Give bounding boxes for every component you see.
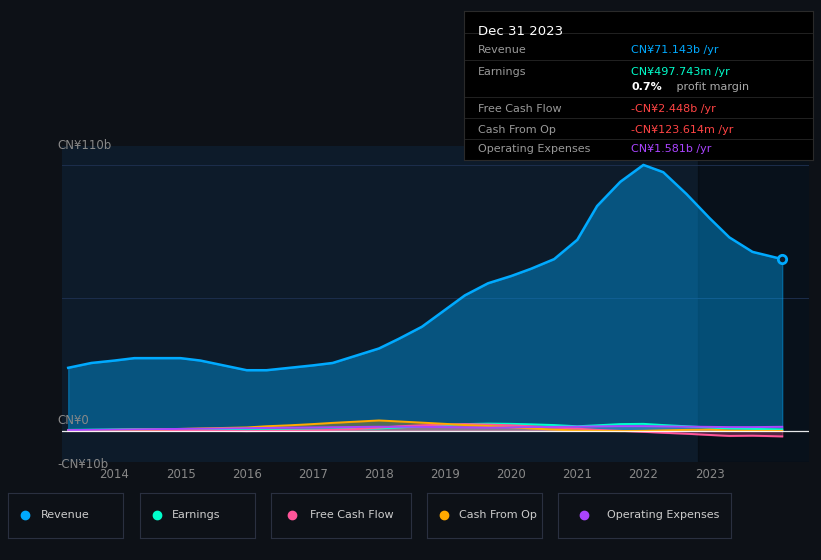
Text: Free Cash Flow: Free Cash Flow bbox=[478, 104, 562, 114]
Text: Operating Expenses: Operating Expenses bbox=[478, 144, 590, 154]
Text: Operating Expenses: Operating Expenses bbox=[607, 510, 719, 520]
Text: CN¥110b: CN¥110b bbox=[57, 139, 112, 152]
Text: Dec 31 2023: Dec 31 2023 bbox=[478, 25, 563, 38]
Text: CN¥1.581b /yr: CN¥1.581b /yr bbox=[631, 144, 712, 154]
Text: Earnings: Earnings bbox=[172, 510, 220, 520]
Text: CN¥497.743m /yr: CN¥497.743m /yr bbox=[631, 67, 730, 77]
Text: Revenue: Revenue bbox=[40, 510, 89, 520]
Text: CN¥0: CN¥0 bbox=[57, 414, 89, 427]
Text: Earnings: Earnings bbox=[478, 67, 526, 77]
Text: Cash From Op: Cash From Op bbox=[459, 510, 537, 520]
Text: -CN¥2.448b /yr: -CN¥2.448b /yr bbox=[631, 104, 716, 114]
Text: -CN¥10b: -CN¥10b bbox=[57, 458, 109, 471]
Text: CN¥71.143b /yr: CN¥71.143b /yr bbox=[631, 45, 719, 55]
Text: -CN¥123.614m /yr: -CN¥123.614m /yr bbox=[631, 125, 734, 135]
Text: Revenue: Revenue bbox=[478, 45, 526, 55]
Text: Free Cash Flow: Free Cash Flow bbox=[310, 510, 393, 520]
Bar bbox=[699, 146, 821, 462]
Text: Cash From Op: Cash From Op bbox=[478, 125, 556, 135]
Text: profit margin: profit margin bbox=[673, 82, 750, 92]
Text: 0.7%: 0.7% bbox=[631, 82, 662, 92]
